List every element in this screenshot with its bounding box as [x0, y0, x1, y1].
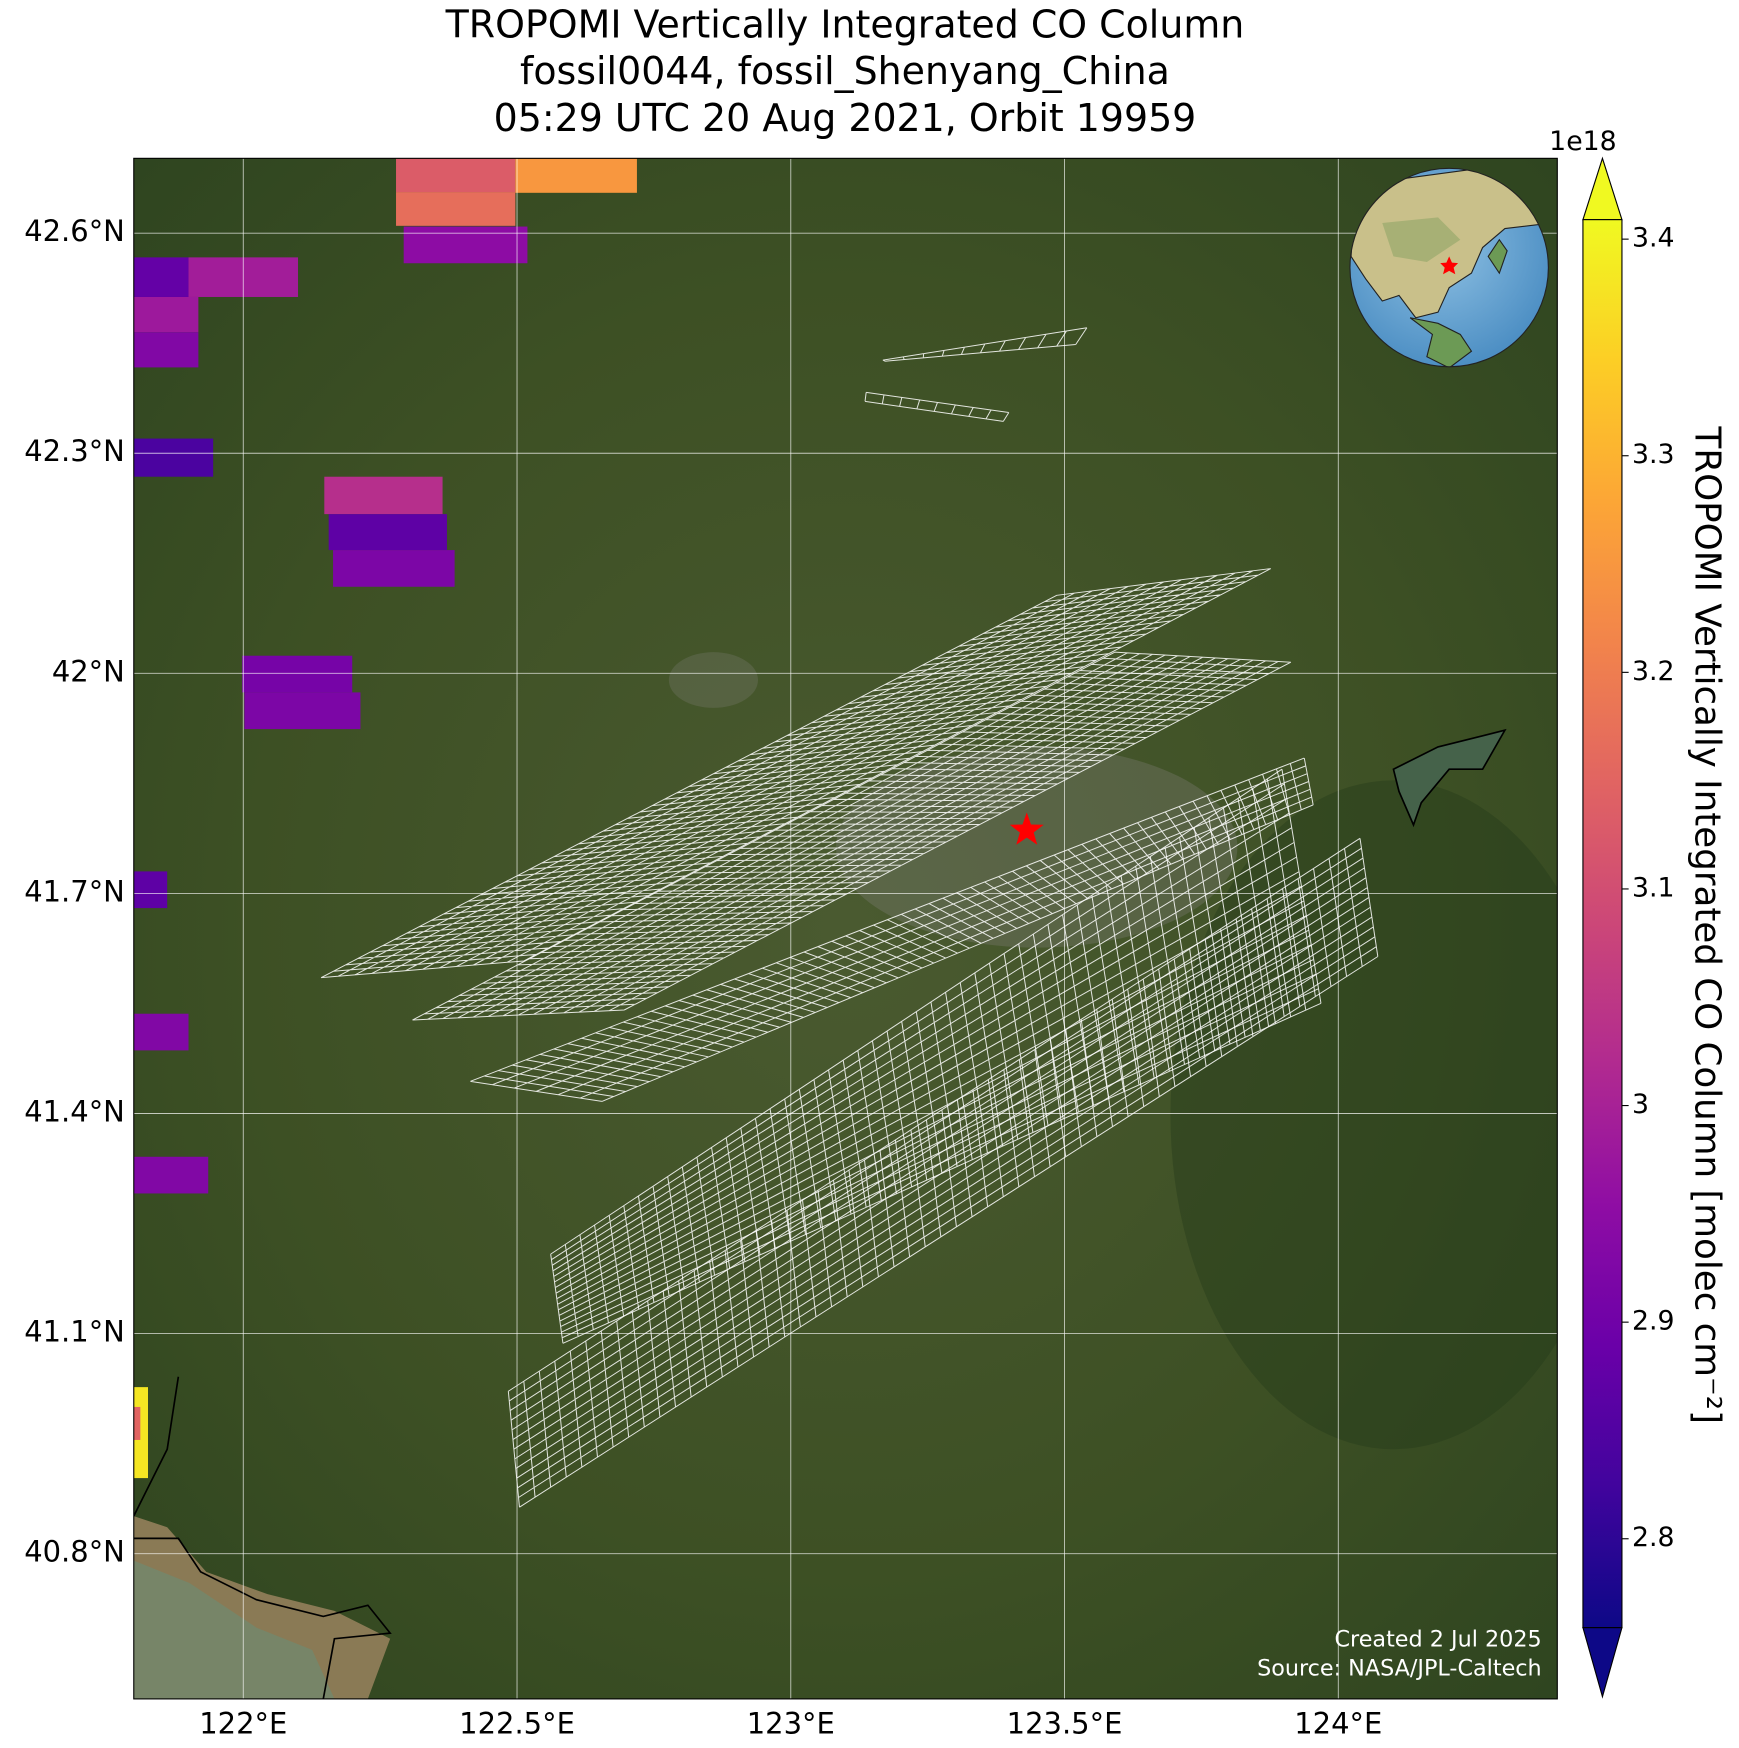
- footprint-layer: [320, 327, 1379, 1508]
- title-line: 05:29 UTC 20 Aug 2021, Orbit 19959: [494, 96, 1197, 140]
- y-tick-label: 42°N: [52, 654, 125, 688]
- footprint-grid: [507, 837, 1379, 1508]
- co-pixel: [403, 226, 528, 264]
- colorbar-tick-label: 3.1: [1632, 872, 1675, 903]
- footprint-grid: [412, 651, 1292, 1021]
- co-pixel: [133, 296, 199, 333]
- colorbar-extend: [1582, 156, 1623, 221]
- co-pixel: [324, 476, 443, 515]
- basemap: [133, 158, 1558, 1699]
- globe-inset: [1349, 167, 1549, 368]
- x-tick-label: 124°E: [1294, 1707, 1382, 1741]
- co-pixel: [133, 332, 199, 368]
- co-pixel: [333, 550, 455, 587]
- co-pixel: [244, 692, 361, 730]
- y-tick-label: 41.4°N: [24, 1094, 125, 1128]
- footprint-grid: [882, 327, 1088, 362]
- map-frame: [133, 157, 1558, 1700]
- colorbar-tick-label: 2.9: [1632, 1306, 1675, 1337]
- co-pixel: [328, 514, 447, 551]
- colorbar-tick-label: 2.8: [1632, 1522, 1675, 1553]
- colorbar-extend: [1582, 1627, 1623, 1699]
- colorbar-tick-label: 3.4: [1632, 223, 1675, 254]
- y-tick-label: 40.8°N: [24, 1535, 125, 1569]
- y-tick-label: 41.1°N: [24, 1315, 125, 1349]
- x-tick-label: 122.5°E: [459, 1707, 575, 1741]
- co-pixel: [133, 871, 168, 909]
- co-pixel: [515, 158, 637, 193]
- colorbar-tick-label: 3: [1632, 1089, 1649, 1120]
- colorbar-offset: 1e18: [1549, 126, 1617, 157]
- co-pixel: [133, 257, 189, 297]
- x-tick-label: 123°E: [747, 1707, 835, 1741]
- colorbar-body: [1582, 219, 1623, 1629]
- co-pixel: [133, 438, 214, 477]
- pixel-layer: [133, 158, 637, 1479]
- footprint-grid: [320, 568, 1272, 979]
- colorbar: 2.8 2.9 3 3.1 3.2 3.3 3.4 1e18 TROPOMI Verticall…: [1549, 126, 1728, 1699]
- title-line: TROPOMI Vertically Integrated CO Column: [445, 2, 1245, 46]
- y-tick-label: 42.3°N: [24, 434, 125, 468]
- x-tick-label: 123.5°E: [1007, 1707, 1123, 1741]
- x-tick-label: 122°E: [199, 1707, 287, 1741]
- title-line: fossil0044, fossil_Shenyang_China: [520, 49, 1170, 93]
- y-tick-label: 42.6°N: [24, 214, 125, 248]
- footprint-grid: [470, 757, 1314, 1102]
- co-pixel: [242, 655, 353, 693]
- colorbar-label: TROPOMI Vertically Integrated CO Column …: [1687, 426, 1728, 1424]
- co-pixel: [133, 1406, 141, 1440]
- colorbar-tick-label: 3.2: [1632, 656, 1675, 687]
- colorbar-tick-label: 3.3: [1632, 439, 1675, 470]
- co-pixel: [133, 1013, 189, 1051]
- co-pixel: [396, 158, 516, 193]
- footprint-grid: [864, 391, 1010, 422]
- footer-text: Created 2 Jul 2025: [1334, 1626, 1541, 1652]
- site-marker: [1009, 812, 1044, 845]
- footer-text: Source: NASA/JPL-Caltech: [1257, 1655, 1542, 1681]
- footprint-grid: [550, 768, 1322, 1344]
- y-tick-label: 41.7°N: [24, 874, 125, 908]
- co-pixel: [133, 1156, 209, 1194]
- co-pixel: [396, 192, 516, 226]
